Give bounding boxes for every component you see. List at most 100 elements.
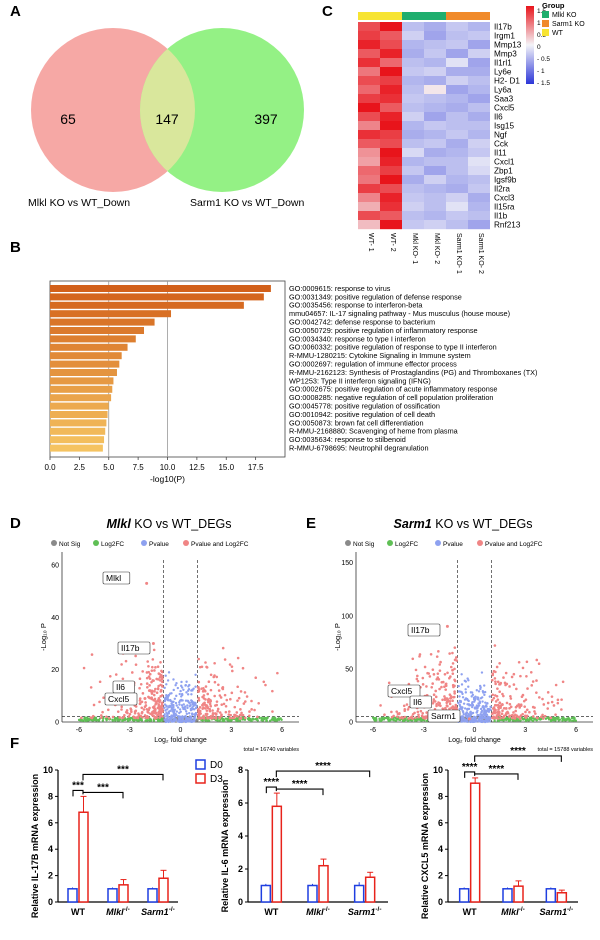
volcano-point [90, 653, 94, 656]
volcano-legend-label: Not Sig [59, 541, 81, 548]
significance-label: **** [292, 779, 308, 790]
significance-bracket [83, 791, 124, 799]
volcano-point [535, 691, 538, 694]
volcano-point [165, 711, 168, 714]
volcano-xtick: 6 [280, 727, 284, 734]
heatmap-cell [446, 148, 468, 158]
group-legend-label: Mlkl KO [552, 12, 577, 19]
volcano-point [240, 711, 243, 715]
volcano-point [553, 716, 556, 720]
volcano-point [205, 709, 209, 712]
volcano-point [494, 680, 497, 683]
volcano-point [410, 715, 414, 718]
heatmap-cell [424, 130, 446, 140]
heatmap-cell [358, 148, 380, 158]
heatmap-cell [358, 184, 380, 194]
qpcr-ytick-label: 0 [438, 897, 443, 907]
heatmap-cell [468, 184, 490, 194]
volcano-point [208, 709, 212, 713]
volcano-point [143, 696, 147, 700]
heatmap-cell [402, 58, 424, 68]
heatmap-cell [424, 94, 446, 104]
volcano-point [169, 717, 173, 721]
volcano-point [258, 716, 261, 720]
volcano-point [533, 718, 536, 721]
volcano-point [486, 702, 489, 705]
volcano-ytick: 20 [51, 667, 59, 674]
volcano-point [81, 719, 84, 722]
bar-xtick-label: 17.5 [248, 463, 264, 472]
volcano-point [560, 708, 563, 711]
volcano-point [420, 714, 424, 718]
volcano-point [481, 717, 485, 720]
volcano-point [459, 707, 462, 710]
volcano-point [505, 682, 509, 686]
heatmap-cell [424, 184, 446, 194]
volcano-point [151, 690, 154, 693]
volcano-point [164, 709, 167, 712]
volcano-point [138, 697, 142, 700]
enrichment-bar [50, 419, 107, 427]
heatmap-cell [446, 184, 468, 194]
volcano-point [431, 682, 434, 685]
volcano-point [229, 713, 233, 717]
heatmap-cell [380, 184, 402, 194]
volcano-point [550, 695, 554, 698]
volcano-point [467, 715, 470, 718]
volcano-ytick: 0 [55, 720, 59, 727]
volcano-point [163, 686, 166, 690]
heatmap-row-label: Il1rl1 [494, 59, 512, 68]
volcano-point [151, 665, 154, 669]
volcano-point [218, 716, 221, 719]
volcano-point [208, 702, 212, 706]
volcano-point [192, 720, 196, 723]
volcano-point [208, 707, 211, 711]
volcano-point [171, 700, 174, 704]
heatmap-cell [358, 58, 380, 68]
volcano-point [239, 716, 243, 720]
volcano-point [462, 720, 465, 723]
volcano-point [159, 689, 163, 693]
qpcr-bar-d3 [318, 864, 329, 903]
heatmap-group-bar [424, 12, 446, 20]
qpcr-ytick-label: 6 [238, 798, 243, 808]
heatmap-scale-tick: 1 [537, 20, 541, 27]
heatmap-row-label: Il6 [494, 113, 503, 122]
volcano-gene-label-box [427, 709, 461, 723]
volcano-point [517, 719, 520, 722]
heatmap-cell [358, 49, 380, 59]
bar-xtick-label: 12.5 [189, 463, 205, 472]
volcano-point [421, 711, 425, 715]
volcano-point [235, 711, 239, 714]
volcano-point [186, 704, 189, 707]
volcano-point [216, 719, 219, 722]
volcano-point [396, 715, 399, 718]
volcano-point [476, 705, 479, 709]
volcano-point [108, 674, 112, 678]
volcano-point [480, 696, 484, 699]
volcano-point [199, 716, 203, 720]
volcano-point [118, 716, 121, 719]
heatmap-cell [402, 184, 424, 194]
heatmap-scale-tick: - 1 [537, 68, 545, 75]
volcano-point [247, 714, 251, 718]
qpcr-ytick-label: 4 [48, 844, 53, 854]
volcano-point [139, 682, 143, 686]
volcano-point [174, 712, 177, 715]
heatmap-cell [402, 76, 424, 86]
volcano-point [383, 716, 387, 720]
volcano-point [260, 717, 263, 720]
volcano-point [188, 705, 191, 708]
volcano-point [138, 699, 142, 702]
volcano-point [126, 711, 129, 715]
volcano-point [180, 704, 184, 707]
volcano-point [178, 720, 181, 723]
volcano-point [213, 674, 216, 677]
volcano-point [509, 705, 513, 709]
heatmap-column-label: WT- 2 [389, 233, 396, 252]
volcano-point [540, 715, 543, 719]
heatmap-cell [402, 31, 424, 41]
qpcr-group-label: Sarm1-/- [141, 906, 175, 917]
volcano-legend-label: Log2FC [101, 541, 124, 548]
volcano-point [496, 719, 500, 722]
